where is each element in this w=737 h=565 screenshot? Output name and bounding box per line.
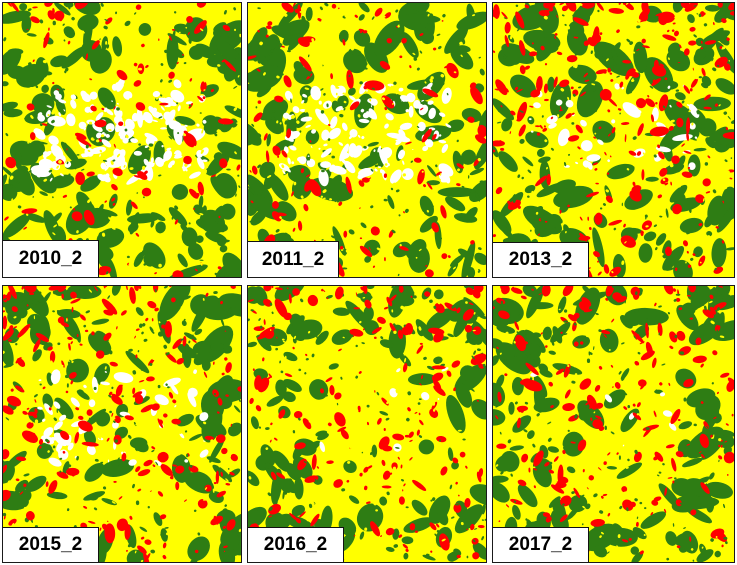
raster-map bbox=[493, 286, 734, 562]
map-panel-2015: 2015_2 bbox=[2, 285, 242, 563]
map-panel-2017: 2017_2 bbox=[492, 285, 735, 563]
map-panel-2013: 2013_2 bbox=[492, 2, 735, 278]
year-label: 2015_2 bbox=[3, 527, 99, 562]
raster-map bbox=[3, 286, 241, 562]
year-label: 2011_2 bbox=[248, 241, 339, 277]
year-label: 2013_2 bbox=[493, 242, 589, 277]
year-label: 2017_2 bbox=[493, 527, 589, 562]
year-label: 2010_2 bbox=[3, 240, 99, 277]
year-label: 2016_2 bbox=[248, 527, 344, 562]
map-panel-2016: 2016_2 bbox=[247, 285, 487, 563]
raster-map bbox=[248, 3, 486, 277]
raster-map bbox=[248, 286, 486, 562]
raster-map bbox=[3, 3, 241, 277]
map-panel-2011: 2011_2 bbox=[247, 2, 487, 278]
raster-map bbox=[493, 3, 734, 277]
map-panel-2010: 2010_2 bbox=[2, 2, 242, 278]
